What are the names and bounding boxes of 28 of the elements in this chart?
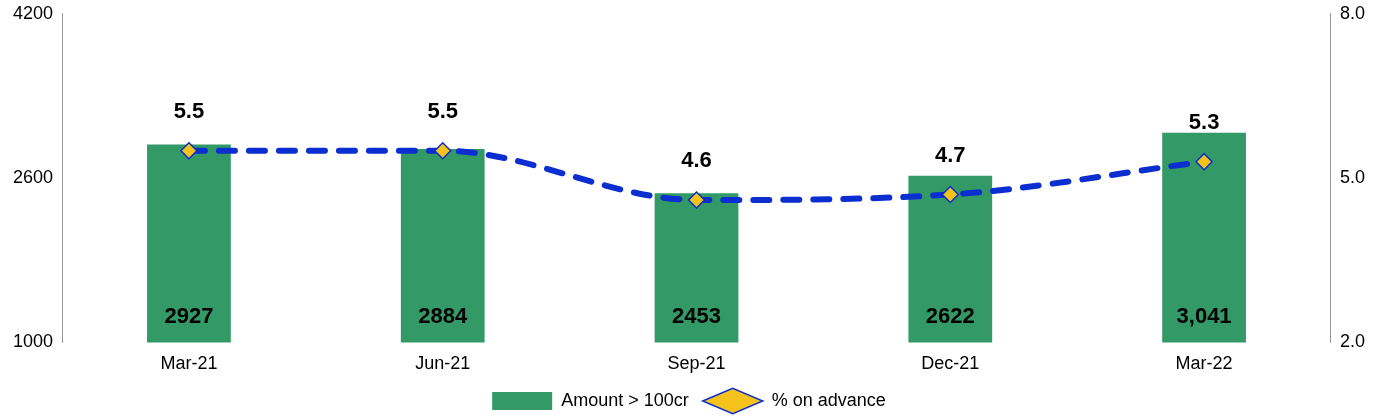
y2-tick-label: 8.0 [1339,2,1366,23]
y2-tick-label: 5.0 [1339,167,1366,188]
data-label: 2453 [672,303,721,329]
data-label: 2622 [925,303,975,329]
point [433,141,452,160]
data-label: 3,041 [1176,303,1232,329]
y-tick-label: 4200 [13,2,54,23]
point [180,141,198,160]
y2-tick-label: 2.0 [1339,331,1366,352]
x-tick-label: Jun-21 [415,353,471,374]
point [1195,152,1213,171]
y-tick-label: 2600 [13,167,54,188]
data-label: 5.5 [173,97,205,123]
legend-label: Amount > 100cr [561,389,689,410]
legend-label: % on advance [771,389,886,410]
point [941,185,960,204]
x-tick-label: Dec-21 [921,353,980,374]
data-label: 5.3 [1188,108,1220,134]
data-label: 4.7 [935,141,966,167]
y-tick-label: 1000 [13,331,54,352]
x-tick-label: Sep-21 [667,353,726,374]
data-label: 4.6 [681,147,712,173]
x-tick-label: Mar-22 [1175,353,1233,374]
data-label: 5.5 [427,97,459,123]
data-label: 2927 [164,303,214,329]
point [687,191,706,209]
data-label: 2884 [418,303,468,329]
x-tick-label: Mar-21 [160,353,218,374]
